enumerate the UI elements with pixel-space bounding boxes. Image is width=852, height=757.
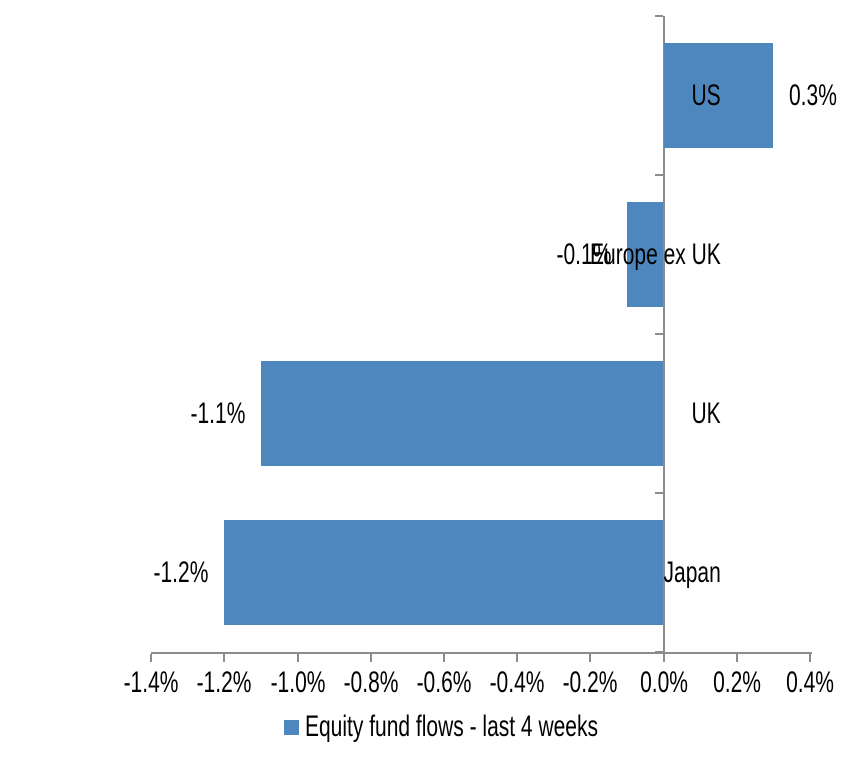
legend-label: Equity fund flows - last 4 weeks — [305, 710, 598, 743]
x-axis-tick-label: -1.0% — [270, 665, 325, 699]
x-axis-tick — [223, 654, 226, 662]
bar-japan — [224, 520, 664, 625]
value-label: -1.2% — [153, 555, 209, 589]
x-axis-tick — [589, 654, 592, 662]
zero-axis-line — [662, 16, 665, 654]
x-axis-tick — [296, 654, 299, 662]
category-axis-tick — [654, 492, 663, 494]
bar-uk — [260, 361, 664, 466]
category-axis-tick — [654, 174, 663, 176]
category-label: Japan — [663, 555, 721, 589]
x-axis-tick — [442, 654, 445, 662]
x-axis-tick-label: -0.2% — [562, 665, 618, 699]
x-axis-tick — [662, 654, 665, 662]
x-axis-tick-label: -0.8% — [343, 665, 399, 699]
category-axis-tick — [654, 15, 663, 17]
bar-europe-ex-uk — [626, 202, 664, 307]
value-label: -0.1% — [556, 237, 611, 271]
value-label: 0.3% — [789, 78, 838, 112]
bar-us — [663, 43, 774, 148]
x-axis-tick — [150, 654, 153, 662]
category-label: Europe ex UK — [590, 237, 721, 271]
x-axis-tick — [369, 654, 372, 662]
x-axis-tick — [808, 654, 811, 662]
x-axis-tick-label: 0.2% — [712, 665, 761, 699]
x-axis-tick-label: -1.2% — [196, 665, 252, 699]
x-axis-tick-label: -1.4% — [123, 665, 179, 699]
x-axis-line — [151, 652, 812, 654]
category-axis-tick — [654, 333, 663, 335]
category-axis-tick — [654, 651, 663, 653]
x-axis-tick-label: 0.4% — [785, 665, 834, 699]
x-axis-tick — [516, 654, 519, 662]
x-axis-tick — [735, 654, 738, 662]
category-label: UK — [691, 396, 721, 430]
x-axis-tick-label: -0.4% — [489, 665, 545, 699]
value-label: -1.1% — [190, 396, 245, 430]
category-label: US — [691, 78, 721, 112]
legend-swatch — [284, 720, 299, 735]
x-axis-tick-label: -0.6% — [416, 665, 472, 699]
x-axis-tick-label: 0.0% — [639, 665, 688, 699]
